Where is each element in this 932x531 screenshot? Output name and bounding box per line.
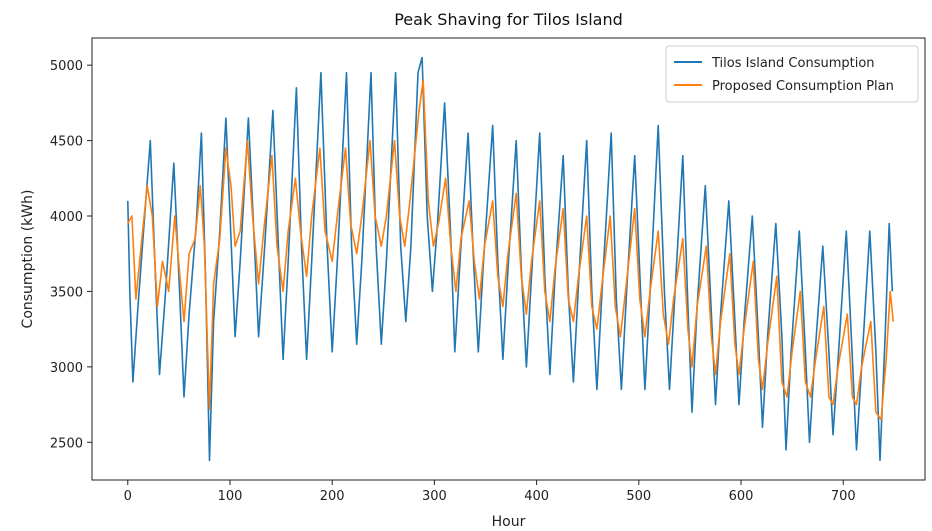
x-tick-label: 100 (218, 489, 243, 504)
x-tick-label: 0 (124, 489, 132, 504)
legend-label-1: Tilos Island Consumption (711, 56, 875, 71)
y-tick-label: 3000 (50, 361, 83, 376)
plot-frame (91, 37, 926, 481)
x-axis-title: Hour (492, 514, 526, 530)
x-tick-label: 300 (422, 489, 447, 504)
y-tick-label: 5000 (50, 59, 83, 74)
x-tick-label: 400 (524, 489, 549, 504)
y-axis: 2500 3000 3500 4000 4500 5000 (50, 59, 92, 451)
series-line-1 (127, 56, 894, 462)
series-line-2 (127, 79, 895, 421)
y-tick-label: 4500 (50, 135, 83, 150)
x-tick-label: 500 (626, 489, 651, 504)
legend: Tilos Island Consumption Proposed Consump… (665, 45, 919, 103)
y-axis-title: Consumption (kWh) (20, 190, 36, 329)
x-tick-label: 600 (729, 489, 754, 504)
y-tick-label: 2500 (50, 436, 83, 451)
x-axis: 0 100 200 300 400 500 600 700 (124, 480, 856, 504)
y-tick-label: 4000 (50, 210, 83, 225)
legend-label-2: Proposed Consumption Plan (712, 79, 894, 94)
x-tick-label: 700 (831, 489, 856, 504)
legend-box (665, 45, 919, 103)
series-layer (127, 56, 895, 462)
x-tick-label: 200 (320, 489, 345, 504)
y-tick-label: 3500 (50, 285, 83, 300)
chart-title: Peak Shaving for Tilos Island (394, 10, 623, 29)
